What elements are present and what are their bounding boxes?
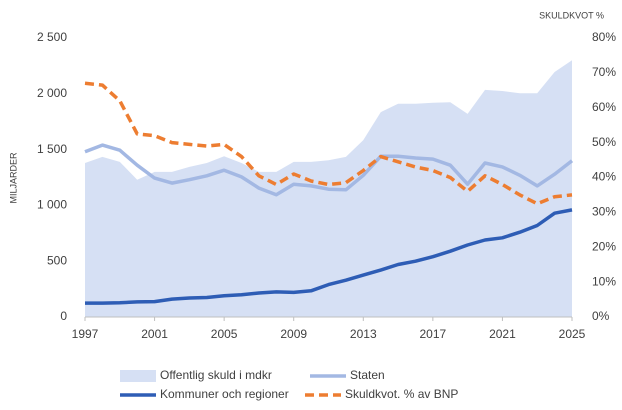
y-tick-label: 1 000 bbox=[37, 198, 67, 212]
x-tick-label: 2005 bbox=[211, 327, 238, 341]
y-axis-label: MILJARDER bbox=[8, 152, 18, 204]
x-tick-label: 2009 bbox=[280, 327, 307, 341]
y2-tick-label: 80% bbox=[592, 30, 616, 44]
y-tick-label: 2 000 bbox=[37, 86, 67, 100]
x-tick-label: 2025 bbox=[559, 327, 586, 341]
x-tick-label: 2001 bbox=[141, 327, 168, 341]
y-tick-label: 1 500 bbox=[37, 142, 67, 156]
x-tick-label: 2021 bbox=[489, 327, 516, 341]
line bbox=[84, 81, 573, 206]
y2-tick-label: 70% bbox=[592, 65, 616, 79]
y-tick-label: 2 500 bbox=[37, 30, 67, 44]
y2-tick-label: 40% bbox=[592, 170, 616, 184]
x-tick-label: 2013 bbox=[350, 327, 377, 341]
y2-tick-label: 10% bbox=[592, 274, 616, 288]
y-tick-label: 0 bbox=[60, 309, 67, 323]
line bbox=[85, 208, 573, 305]
legend-label: Staten bbox=[350, 368, 385, 382]
legend-label: Kommuner och regioner bbox=[160, 387, 289, 401]
x-tick-label: 2017 bbox=[420, 327, 447, 341]
y-tick-label: 500 bbox=[47, 253, 67, 267]
y2-tick-label: 50% bbox=[592, 135, 616, 149]
line bbox=[84, 143, 574, 197]
x-tick-label: 1997 bbox=[72, 327, 99, 341]
y2-axis-label: SKULDKVOT % bbox=[539, 10, 604, 20]
legend-label: Skuldkvot. % av BNP bbox=[345, 387, 458, 401]
legend-label: Offentlig skuld i mdkr bbox=[160, 368, 272, 382]
y2-tick-label: 20% bbox=[592, 239, 616, 253]
y2-tick-label: 30% bbox=[592, 205, 616, 219]
y2-tick-label: 60% bbox=[592, 100, 616, 114]
legend-swatch bbox=[120, 370, 156, 382]
y2-tick-label: 0% bbox=[592, 309, 610, 323]
